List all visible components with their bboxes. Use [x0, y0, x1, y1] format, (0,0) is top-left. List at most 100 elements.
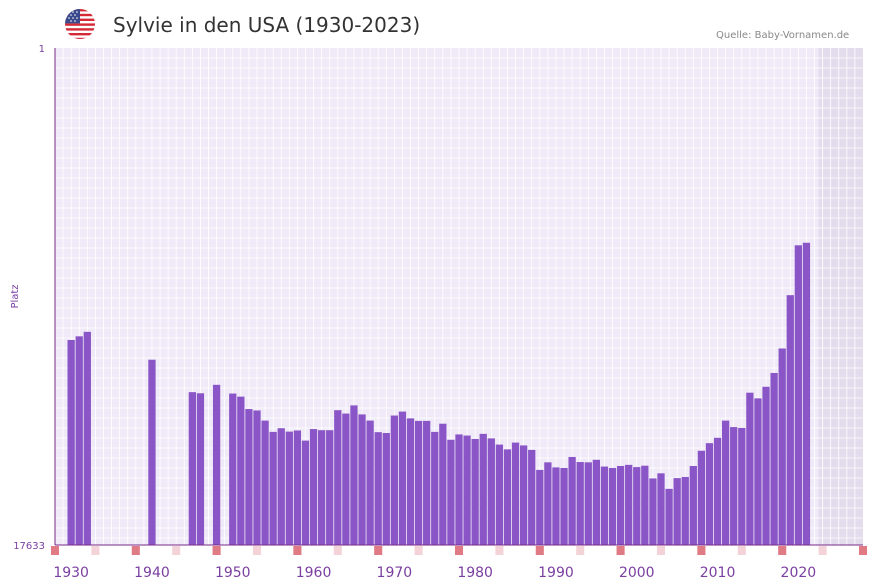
timeline-marker-1983 — [495, 546, 504, 555]
bar-1995 — [592, 459, 600, 545]
bar-1980 — [471, 438, 479, 545]
usa-flag-icon — [65, 9, 95, 39]
bar-1999 — [625, 464, 633, 545]
timeline-marker-1928 — [50, 546, 60, 555]
bar-2007 — [689, 465, 697, 545]
bar-1981 — [479, 433, 487, 545]
y-tick-label-top: 1 — [39, 44, 45, 55]
x-tick-label-1940: 1940 — [134, 565, 170, 581]
bar-1957 — [285, 431, 293, 545]
bar-2021 — [802, 242, 811, 545]
x-tick-label-1960: 1960 — [296, 565, 332, 581]
timeline-marker-1978 — [454, 546, 464, 555]
x-tick-label-1970: 1970 — [377, 565, 413, 581]
bar-2003 — [657, 473, 665, 545]
x-tick-label-2000: 2000 — [619, 565, 655, 581]
bar-1982 — [487, 438, 495, 545]
timeline-marker-2028 — [858, 546, 868, 555]
bar-1956 — [277, 428, 285, 545]
bar-1955 — [269, 431, 277, 545]
bar-1986 — [520, 445, 528, 545]
bar-2000 — [633, 467, 641, 545]
timeline-marker-1948 — [212, 546, 221, 555]
x-tick-label-2010: 2010 — [700, 565, 736, 581]
bar-1968 — [374, 432, 382, 545]
y-axis-label: Platz — [10, 284, 21, 308]
bar-2006 — [681, 476, 689, 545]
bar-1951 — [237, 396, 245, 545]
timeline-marker-1988 — [535, 546, 544, 555]
bar-1985 — [511, 442, 520, 545]
timeline-marker-1968 — [374, 546, 383, 555]
bar-1993 — [576, 462, 584, 545]
bar-2005 — [673, 478, 681, 545]
bar-1996 — [600, 466, 609, 545]
bar-1991 — [560, 467, 568, 545]
bar-1989 — [544, 462, 552, 545]
bar-1992 — [568, 456, 576, 545]
bar-1975 — [431, 431, 439, 545]
bar-1930 — [67, 339, 75, 545]
bar-1988 — [536, 469, 544, 545]
bar-1983 — [495, 444, 504, 545]
bar-1932 — [83, 331, 91, 545]
timeline-marker-1993 — [576, 546, 585, 555]
bar-1945 — [188, 392, 196, 545]
bar-2008 — [697, 450, 706, 545]
timeline-marker-2023 — [818, 546, 827, 555]
bar-1998 — [616, 465, 625, 545]
bar-1931 — [75, 336, 83, 545]
bar-2010 — [713, 437, 722, 545]
bar-1969 — [382, 433, 390, 545]
timeline-marker-2008 — [697, 546, 706, 555]
bar-2015 — [754, 398, 762, 545]
bar-1990 — [552, 467, 560, 545]
bar-1965 — [350, 405, 358, 545]
source-credit: Quelle: Baby-Vornamen.de — [716, 30, 850, 41]
bar-1994 — [584, 462, 592, 545]
y-tick-label-bottom: 17633 — [13, 541, 45, 552]
x-tick-label-1980: 1980 — [457, 565, 493, 581]
x-tick-label-1990: 1990 — [538, 565, 574, 581]
bar-1971 — [398, 411, 407, 545]
bar-1962 — [326, 430, 334, 545]
timeline-marker-2003 — [656, 546, 666, 555]
bar-1960 — [309, 429, 318, 545]
bar-1940 — [148, 359, 156, 545]
bar-1997 — [608, 467, 617, 545]
x-tick-label-1950: 1950 — [215, 565, 251, 581]
bar-1954 — [261, 420, 269, 545]
timeline-marker-1963 — [333, 546, 342, 555]
bar-1958 — [293, 430, 302, 545]
bar-1966 — [358, 414, 366, 545]
bar-1979 — [463, 435, 471, 545]
chart-title: Sylvie in den USA (1930-2023) — [113, 13, 421, 37]
bar-1952 — [245, 409, 253, 545]
bar-2012 — [730, 427, 738, 545]
bar-1984 — [503, 449, 512, 545]
bar-2014 — [746, 392, 754, 545]
bar-2017 — [770, 372, 778, 545]
x-tick-label-1930: 1930 — [53, 565, 89, 581]
bar-1972 — [406, 418, 415, 545]
bar-1977 — [447, 439, 455, 545]
bar-1961 — [318, 430, 326, 545]
bar-2013 — [738, 427, 746, 545]
bar-1964 — [342, 413, 350, 545]
timeline-marker-1943 — [172, 546, 181, 555]
timeline-marker-1938 — [131, 546, 140, 555]
bar-1948 — [212, 384, 221, 545]
bar-2009 — [705, 443, 714, 545]
timeline-marker-1973 — [414, 546, 423, 555]
bar-2001 — [641, 465, 649, 545]
bar-1974 — [423, 420, 431, 545]
x-tick-label-2020: 2020 — [781, 565, 817, 581]
bar-1970 — [390, 415, 398, 545]
bar-2019 — [786, 295, 794, 545]
bar-1978 — [455, 434, 463, 545]
timeline-marker-2013 — [737, 546, 746, 555]
timeline-marker-1998 — [616, 546, 625, 555]
bar-1987 — [528, 449, 536, 545]
bar-2018 — [778, 348, 786, 545]
